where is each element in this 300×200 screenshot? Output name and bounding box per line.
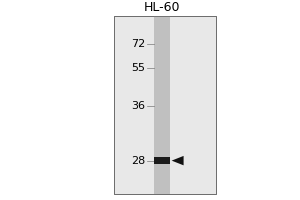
Bar (114, 16, 216, 194)
Polygon shape (172, 156, 184, 165)
Text: 28: 28 (131, 156, 146, 166)
Text: HL-60: HL-60 (144, 1, 180, 14)
Text: 72: 72 (131, 39, 146, 49)
Text: 36: 36 (131, 101, 146, 111)
Bar (154, 16, 170, 194)
Bar (154, 157, 170, 164)
Text: 55: 55 (131, 63, 146, 73)
Bar (114, 16, 216, 194)
